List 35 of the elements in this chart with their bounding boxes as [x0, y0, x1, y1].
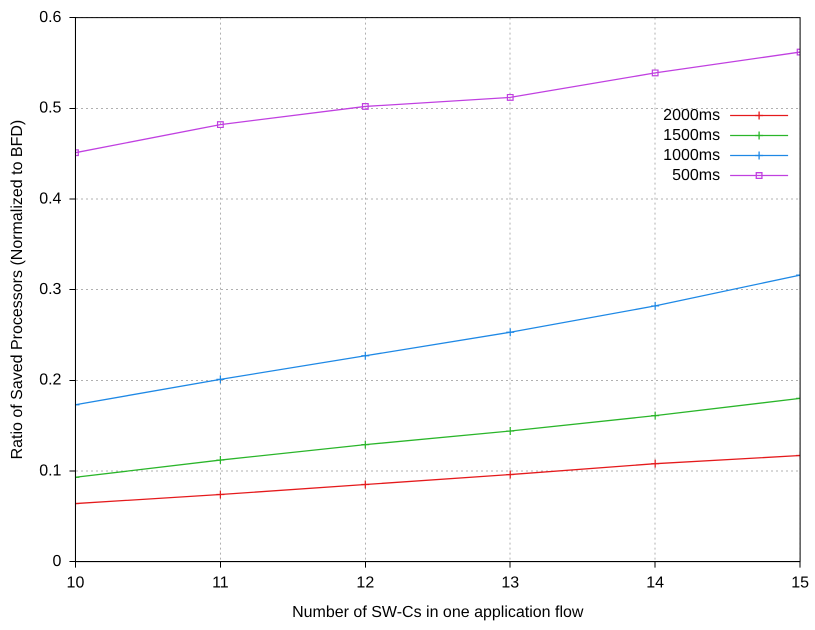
point — [362, 103, 369, 110]
legend-label: 500ms — [672, 166, 720, 184]
point — [216, 490, 225, 500]
y-axis-title: Ratio of Saved Processors (Normalized to BFD) — [9, 120, 26, 460]
y-tick-label: 0.5 — [39, 100, 62, 117]
x-tick-label: 13 — [501, 574, 520, 592]
x-axis-title: Number of SW-Cs in one application flow — [292, 604, 584, 621]
point — [216, 374, 225, 384]
point — [650, 301, 660, 311]
point — [216, 121, 224, 128]
y-tick-label: 0.6 — [39, 9, 62, 26]
point — [652, 69, 659, 76]
y-tick-label: 0.3 — [39, 281, 62, 298]
x-tick-label: 11 — [212, 574, 229, 592]
point — [506, 470, 515, 480]
legend-label: 1500ms — [663, 126, 720, 144]
y-tick-label: 0.2 — [39, 372, 62, 389]
y-tick-label: 0 — [52, 553, 62, 570]
point — [360, 440, 370, 450]
x-tick-label: 12 — [356, 574, 374, 592]
point — [360, 351, 370, 360]
y-tick-label: 0.4 — [39, 190, 62, 208]
point — [650, 459, 660, 468]
point — [650, 411, 660, 420]
legend-label: 2000ms — [663, 106, 720, 124]
y-tick-label: 0.1 — [39, 462, 62, 480]
point — [216, 455, 225, 465]
x-tick-label: 15 — [791, 574, 810, 592]
x-tick-label: 14 — [646, 574, 664, 592]
x-tick-label: 10 — [66, 574, 84, 592]
point — [506, 328, 515, 337]
point — [360, 480, 370, 490]
point — [506, 94, 514, 101]
point — [506, 426, 515, 436]
legend-label: 1000ms — [663, 146, 720, 164]
